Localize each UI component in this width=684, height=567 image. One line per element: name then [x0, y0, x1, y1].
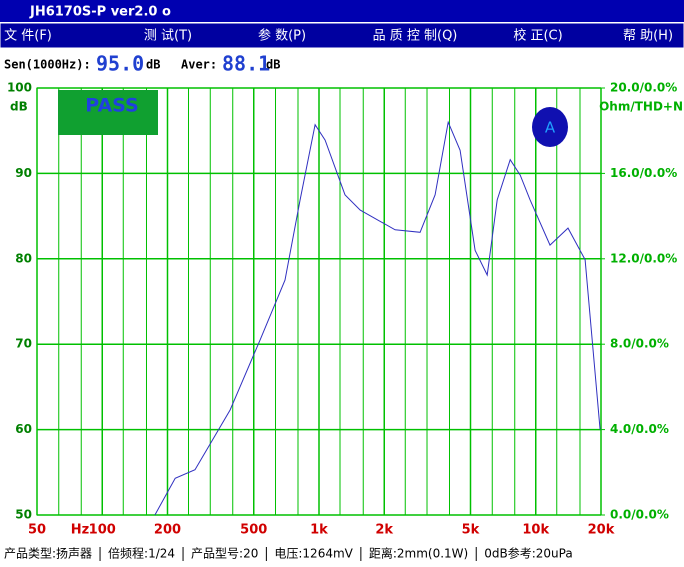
x-tick-label: 500	[240, 523, 267, 538]
title-bar	[0, 0, 684, 22]
y2-tick-label: 4.0/0.0%	[610, 422, 669, 436]
menu-item[interactable]: 测 试(T)	[144, 29, 192, 44]
y2-tick-label: 8.0/0.0%	[610, 337, 669, 351]
x-tick-label: 2k	[375, 523, 393, 538]
y-tick-label: 50	[15, 508, 32, 522]
y2-axis-label: Ohm/THD+N	[599, 100, 683, 114]
y-tick-label: 80	[15, 251, 32, 265]
status-item: 产品类型:扬声器	[4, 546, 92, 561]
y2-tick-label: 0.0/0.0%	[610, 508, 669, 522]
y-axis-label: dB	[10, 100, 28, 114]
status-item: 0dB参考:20uPa	[484, 546, 572, 561]
y2-tick-label: 20.0/0.0%	[610, 81, 677, 95]
x-unit: Hz	[71, 523, 89, 538]
menu: 文 件(F) 测 试(T) 参 数(P) 品 质 控 制(Q) 校 正(C) 帮 助(H)	[4, 28, 673, 44]
x-tick-label: 10k	[522, 523, 549, 538]
marker-circle	[532, 107, 568, 147]
chart: 50 100 200 500 1k 2k 5k 10k 20k 50 60 70 80 90 100 0.0/…	[7, 81, 677, 538]
aver-label: Aver:	[181, 58, 217, 72]
x-tick-label: 50	[28, 523, 46, 538]
pass-badge	[58, 90, 158, 135]
menu-item[interactable]: 参 数(P)	[258, 28, 306, 44]
x-tick-label: 5k	[462, 523, 480, 538]
y2-tick-label: 12.0/0.0%	[610, 251, 677, 265]
response-curve	[154, 120, 601, 516]
y-tick-label: 100	[7, 81, 32, 95]
readout: Sen(1000Hz): 95.0 dB Aver: 88.1 dB	[4, 52, 280, 76]
menu-border	[0, 22, 684, 49]
window-title: JH6170S-P ver2.0 o	[29, 5, 171, 20]
menu-item[interactable]: 品 质 控 制(Q)	[373, 29, 458, 44]
y-tick-label: 60	[15, 422, 32, 436]
menu-item[interactable]: 校 正(C)	[513, 28, 562, 44]
aver-unit: dB	[266, 58, 280, 72]
x-tick-label: 1k	[310, 523, 328, 538]
marker-text: A	[545, 119, 556, 137]
status-bar: 产品类型:扬声器 倍频程:1/24 产品型号:20 电压:1264mV 距离:2mm(0…	[4, 546, 573, 561]
y-tick-label: 90	[15, 166, 32, 180]
y2-tick-label: 16.0/0.0%	[610, 166, 677, 180]
x-tick-label: 100	[89, 523, 116, 538]
x-tick-label: 20k	[588, 523, 615, 538]
y-tick-label: 70	[15, 337, 32, 351]
menu-item[interactable]: 文 件(F)	[4, 29, 52, 44]
pass-text: PASS	[85, 95, 138, 117]
status-item: 电压:1264mV	[274, 547, 353, 561]
sen-unit: dB	[146, 58, 160, 72]
x-tick-label: 200	[154, 523, 181, 538]
aver-value: 88.1	[222, 52, 270, 76]
sen-value: 95.0	[96, 52, 144, 76]
menu-item[interactable]: 帮 助(H)	[623, 29, 673, 44]
status-item: 产品型号:20	[191, 547, 258, 561]
status-item: 倍频程:1/24	[108, 546, 175, 561]
status-item: 距离:2mm(0.1W)	[369, 546, 468, 561]
sen-label: Sen(1000Hz):	[4, 58, 91, 72]
menu-bar	[0, 23, 684, 48]
